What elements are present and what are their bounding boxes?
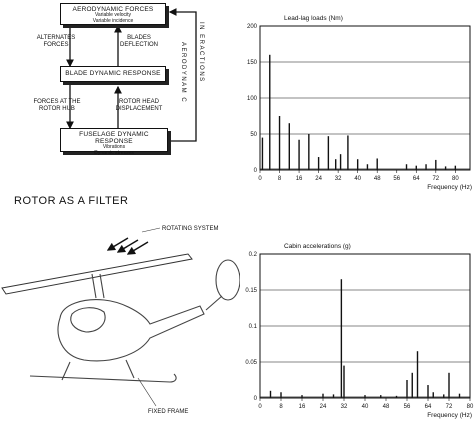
cabin-xtick-label: 80 [467, 404, 474, 410]
lead-lag-xtick-label: 0 [258, 176, 262, 182]
cabin-xtick-label: 0 [258, 404, 262, 410]
cabin-xtick-label: 64 [425, 404, 432, 410]
lead-lag-chart-xlabel: Frequency (Hz) [427, 184, 472, 191]
cabin-xtick-label: 40 [362, 404, 369, 410]
cabin-accelerations-chart: Cabin accelerations (g) Frequency (Hz) 0… [238, 236, 474, 421]
lead-lag-xtick-label: 32 [335, 176, 342, 182]
flow-connectors [66, 8, 197, 142]
aerodynamic-forces-box: AERODYNAMIC FORCES Variable velocity Var… [60, 3, 166, 25]
label-forces-at-rotor-hub: FORCES AT THE ROTOR HUB [33, 99, 81, 112]
cabin-ytick-label: 0.05 [245, 360, 257, 366]
side-label-aerodynamic: AERODYNAM C [180, 42, 186, 104]
aerodynamic-forces-sub1: Variable velocity [94, 12, 132, 18]
lead-lag-ytick-label: 100 [247, 96, 258, 102]
lead-lag-ytick-label: 200 [247, 24, 258, 30]
fixed-frame-leader [137, 377, 157, 407]
lead-lag-chart-svg: Lead-lag loads (Nm) Frequency (Hz) 0 50 10… [247, 15, 472, 191]
cabin-accelerations-chart-xlabel: Frequency (Hz) [427, 412, 472, 419]
airflow-arrows-icon [106, 237, 149, 255]
cabin-xtick-label: 48 [383, 404, 390, 410]
rotating-system-leader [141, 227, 161, 233]
lead-lag-chart-title: Lead-lag loads (Nm) [284, 15, 343, 22]
rotor-filter-heading: ROTOR AS A FILTER [14, 195, 129, 207]
arrow-interactions-loop [168, 8, 197, 142]
lead-lag-xtick-label: 8 [278, 176, 282, 182]
lead-lag-xtick-label: 56 [393, 176, 400, 182]
fuselage-dynamic-response-box: FUSELAGE DYNAMIC RESPONSE Vibrations Dyn… [60, 128, 168, 155]
label-alternates-forces: ALTERNATES FORCES [36, 35, 76, 48]
aerodynamic-forces-title: AERODYNAMIC FORCES [72, 6, 154, 13]
lead-lag-xtick-label: 24 [315, 176, 322, 182]
fuselage-dynamic-response-sub2: Dynamic stresses [94, 149, 134, 156]
cabin-ytick-label: 0.2 [249, 252, 258, 258]
fixed-frame-label: FIXED FRAME [148, 409, 188, 415]
helicopter-fuselage [29, 259, 241, 383]
cabin-xtick-label: 8 [279, 404, 283, 410]
side-label-interactions: IN ERACTIONS [198, 22, 204, 83]
blade-dynamic-response-box: BLADE DYNAMIC RESPONSE [60, 66, 166, 82]
label-rotor-head-displacement: ROTOR HEAD DISPLACEMENT [115, 99, 163, 112]
fuselage-dynamic-response-title: FUSELAGE DYNAMIC RESPONSE [79, 131, 149, 145]
cabin-accelerations-chart-title: Cabin accelerations (g) [284, 243, 351, 250]
cabin-xtick-label: 24 [320, 404, 327, 410]
cabin-ytick-label: 0 [254, 396, 258, 402]
blade-dynamic-response-title: BLADE DYNAMIC RESPONSE [65, 70, 161, 77]
lead-lag-chart: Lead-lag loads (Nm) Frequency (Hz) 0 50 10… [238, 8, 474, 193]
rotor-filter-illustration: ROTATING SYSTEM FIXED FRAME [0, 210, 241, 421]
lead-lag-xtick-label: 40 [354, 176, 361, 182]
lead-lag-xtick-label: 80 [452, 176, 459, 182]
cabin-xtick-label: 32 [341, 404, 348, 410]
lead-lag-xtick-label: 72 [432, 176, 439, 182]
cabin-accelerations-chart-svg: Cabin accelerations (g) Frequency (Hz) 0… [245, 243, 474, 419]
cabin-xtick-label: 16 [299, 404, 306, 410]
rotor-blade [1, 253, 193, 295]
lead-lag-ytick-label: 0 [254, 168, 258, 174]
lead-lag-xtick-label: 64 [413, 176, 420, 182]
cabin-xtick-label: 72 [446, 404, 453, 410]
aerodynamic-forces-sub2: Variable incidence [92, 17, 134, 24]
lead-lag-ytick-label: 50 [250, 132, 257, 138]
lead-lag-xtick-label: 48 [374, 176, 381, 182]
interaction-flow-diagram: AERODYNAMIC FORCES Variable velocity Var… [0, 0, 215, 180]
rotating-system-label: ROTATING SYSTEM [162, 226, 218, 232]
helicopter-sketch: ROTATING SYSTEM FIXED FRAME [1, 226, 241, 415]
label-blades-deflection: BLADES DEFLECTION [119, 35, 158, 48]
cabin-xtick-label: 56 [404, 404, 411, 410]
cabin-ytick-label: 0.1 [249, 324, 258, 330]
lead-lag-ytick-label: 150 [247, 60, 258, 66]
fuselage-dynamic-response-sub1: Vibrations [102, 144, 126, 150]
lead-lag-xtick-label: 16 [296, 176, 303, 182]
cabin-ytick-label: 0.15 [245, 288, 257, 294]
